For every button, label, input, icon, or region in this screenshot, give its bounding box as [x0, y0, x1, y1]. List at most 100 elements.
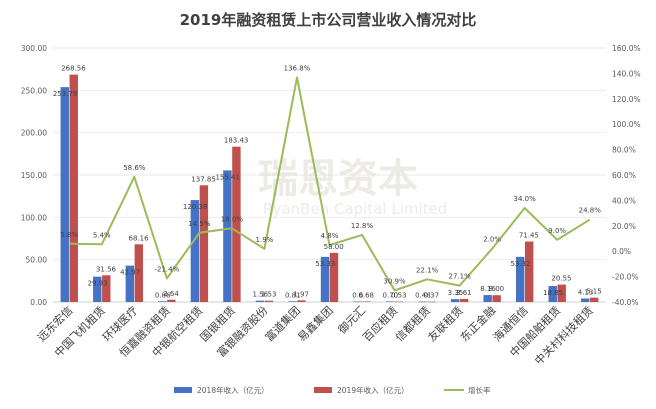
- bar-2019: [102, 275, 111, 302]
- label-2019: 1.97: [293, 290, 309, 298]
- label-2019: 183.43: [224, 137, 249, 145]
- label-2019: 71.45: [519, 232, 539, 240]
- right-axis: -40.0% -20.0% 0.0% 20.0% 40.0% 60.0% 80.0% 100.…: [612, 44, 641, 307]
- label-growth: 22.1%: [416, 266, 439, 274]
- label-2019: 3.61: [456, 289, 472, 297]
- bar-2019: [492, 295, 501, 302]
- right-tick-label: 100.0%: [612, 120, 641, 129]
- label-2019: 0.37: [423, 292, 439, 300]
- label-2018: 155.41: [215, 173, 240, 181]
- right-tick-label: 20.0%: [612, 222, 636, 231]
- label-2018: 42.97: [120, 269, 140, 277]
- label-growth: 24.8%: [579, 207, 602, 215]
- left-tick-label: 50.00: [26, 256, 48, 265]
- watermark-text: 瑞恩资本: [258, 156, 418, 202]
- label-growth: -21.4%: [154, 265, 179, 273]
- left-axis: 0.00 50.00 100.00 150.00 200.00 250.00 300.00: [21, 44, 47, 307]
- growth-line: [69, 76, 591, 292]
- bar-2019: [524, 241, 534, 302]
- bar-2019: [557, 284, 566, 302]
- label-2019: 1.53: [261, 291, 277, 299]
- label-2018: 0.48: [415, 292, 431, 300]
- legend-label-2018: 2018年收入（亿元）: [197, 385, 269, 395]
- bar-2018: [450, 299, 460, 302]
- label-growth: 2.0%: [483, 236, 501, 244]
- label-2019: 5.15: [586, 288, 602, 296]
- legend-swatch-2019: [314, 387, 332, 393]
- right-tick-label: -40.0%: [612, 298, 639, 307]
- bar-2019: [134, 244, 144, 302]
- right-tick-label: 40.0%: [612, 196, 636, 205]
- watermark-subtext: RyanBen Capital Limited: [263, 200, 447, 218]
- label-2018: 4.13: [578, 289, 594, 297]
- right-tick-label: 120.0%: [612, 95, 641, 104]
- right-tick-label: 0.0%: [612, 247, 631, 256]
- label-2018: 253.79: [53, 90, 78, 98]
- legend-label-2019: 2019年收入（亿元）: [337, 385, 409, 395]
- label-2019: 31.56: [96, 265, 117, 273]
- label-2018: 0.81: [285, 291, 301, 299]
- left-tick-label: 150.00: [21, 171, 47, 180]
- left-tick-label: 100.00: [21, 213, 47, 222]
- right-tick-label: -20.0%: [612, 273, 639, 282]
- bar-2019: [329, 252, 339, 302]
- label-2019: 20.55: [551, 275, 571, 283]
- bar-2019: [264, 300, 274, 302]
- gridlines: [53, 47, 606, 303]
- bar-2018: [255, 300, 265, 302]
- label-2019: 8.00: [489, 285, 505, 293]
- bar-2018: [60, 87, 69, 302]
- data-labels: 253.79 268.56 5.8% 29.93 31.56 5.4% 42.97 68.16…: [53, 64, 602, 299]
- label-growth: 136.8%: [284, 64, 311, 72]
- bar-2019: [394, 301, 404, 303]
- label-2018: 3.35: [448, 289, 464, 297]
- bar-2019: [297, 300, 306, 302]
- right-tick-label: 60.0%: [612, 171, 636, 180]
- bar-2018: [223, 170, 232, 302]
- left-tick-label: 200.00: [21, 129, 47, 138]
- bar-2018: [548, 286, 557, 302]
- label-2019: 0.53: [391, 292, 407, 300]
- label-growth: 34.0%: [514, 195, 537, 203]
- left-tick-label: 300.00: [21, 44, 47, 53]
- label-2018: 53.32: [510, 260, 530, 268]
- bar-2019: [199, 185, 209, 302]
- bar-2018: [93, 276, 102, 302]
- bar-2019: [69, 74, 78, 302]
- bar-2019: [459, 298, 469, 302]
- label-2019: 68.16: [129, 234, 150, 242]
- label-2018: 18.85: [543, 289, 563, 297]
- bars: [60, 74, 599, 303]
- label-growth: 1.9%: [256, 236, 274, 244]
- label-2018: 0.70: [383, 291, 399, 299]
- legend-label-growth: 增长率: [468, 385, 491, 395]
- bar-2018: [418, 301, 427, 303]
- label-growth: 9.0%: [548, 227, 566, 235]
- label-growth: 30.9%: [383, 277, 406, 285]
- bar-2018: [320, 256, 330, 302]
- label-2019: 137.85: [191, 175, 216, 183]
- bar-2018: [353, 301, 362, 303]
- bar-2019: [167, 299, 176, 302]
- bar-2018: [190, 200, 200, 302]
- label-2019: 268.56: [61, 65, 86, 73]
- bar-2018: [288, 301, 297, 302]
- right-tick-label: 80.0%: [612, 146, 636, 155]
- label-growth: 14.5%: [188, 220, 211, 228]
- left-tick-label: 0.00: [30, 298, 47, 307]
- label-growth: 4.8%: [321, 232, 339, 240]
- label-2019: 0.68: [358, 291, 374, 299]
- right-tick-label: 140.0%: [612, 69, 641, 78]
- legend-swatch-2018: [174, 387, 192, 393]
- legend: 2018年收入（亿元） 2019年收入（亿元） 增长率: [174, 385, 491, 395]
- bar-2018: [158, 301, 167, 302]
- label-2019: 58.00: [324, 243, 344, 251]
- bar-2018: [125, 265, 135, 302]
- bar-2018: [385, 301, 395, 303]
- label-growth: 5.8%: [60, 231, 78, 239]
- label-growth: 18.0%: [221, 215, 244, 223]
- chart-title: 2019年融资租赁上市公司营业收入情况对比: [180, 11, 477, 29]
- watermark: 瑞恩资本 RyanBen Capital Limited: [258, 156, 447, 218]
